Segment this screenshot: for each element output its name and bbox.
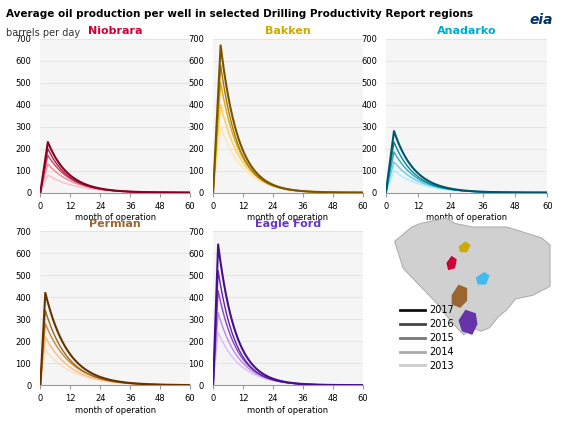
Polygon shape — [446, 256, 457, 270]
Polygon shape — [458, 310, 478, 335]
X-axis label: month of operation: month of operation — [426, 214, 507, 223]
Title: Permian: Permian — [89, 219, 141, 229]
Legend: 2017, 2016, 2015, 2014, 2013: 2017, 2016, 2015, 2014, 2013 — [396, 301, 458, 375]
Polygon shape — [452, 285, 467, 308]
Polygon shape — [458, 241, 471, 252]
Title: Eagle Ford: Eagle Ford — [255, 219, 321, 229]
X-axis label: month of operation: month of operation — [75, 214, 156, 223]
Polygon shape — [476, 272, 490, 285]
Text: Average oil production per well in selected Drilling Productivity Report regions: Average oil production per well in selec… — [6, 9, 473, 18]
Text: barrels per day: barrels per day — [6, 28, 80, 38]
X-axis label: month of operation: month of operation — [75, 406, 156, 415]
X-axis label: month of operation: month of operation — [248, 214, 328, 223]
Title: Bakken: Bakken — [265, 27, 311, 36]
X-axis label: month of operation: month of operation — [248, 406, 328, 415]
Title: Anadarko: Anadarko — [437, 27, 497, 36]
Title: Niobrara: Niobrara — [88, 27, 142, 36]
Text: eia: eia — [529, 13, 553, 27]
Polygon shape — [395, 218, 550, 335]
